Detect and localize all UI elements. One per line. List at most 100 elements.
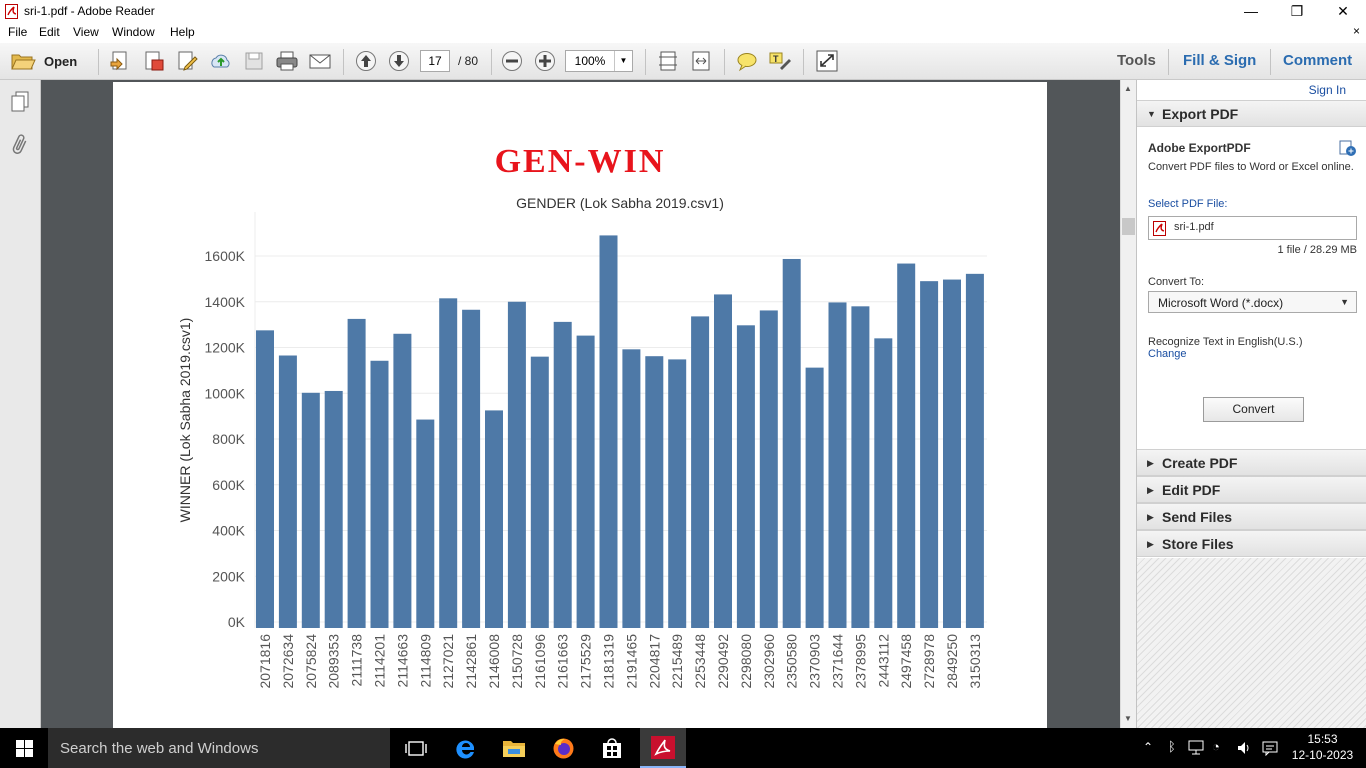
print-icon[interactable] xyxy=(275,50,299,72)
sign-in-link[interactable]: Sign In xyxy=(1308,83,1346,97)
bar[interactable] xyxy=(759,310,778,628)
bar[interactable] xyxy=(805,367,824,628)
bar[interactable] xyxy=(507,301,526,628)
x-tick-label: 2370903 xyxy=(807,634,823,689)
bar[interactable] xyxy=(485,410,503,628)
bar[interactable] xyxy=(897,263,916,628)
bar[interactable] xyxy=(553,321,572,628)
bluetooth-icon[interactable]: ᛒ xyxy=(1168,739,1176,754)
bar[interactable] xyxy=(622,349,641,628)
network-icon[interactable] xyxy=(1188,740,1204,756)
fill-sign-link[interactable]: Fill & Sign xyxy=(1183,52,1257,69)
firefox-icon[interactable] xyxy=(552,737,575,760)
full-screen-icon[interactable] xyxy=(815,50,839,72)
edit-pdf-header[interactable]: ▶ Edit PDF xyxy=(1137,476,1366,503)
scroll-up-icon[interactable]: ▲ xyxy=(1124,84,1132,93)
zoom-in-icon[interactable] xyxy=(533,50,557,72)
upload-cloud-icon[interactable] xyxy=(209,50,233,72)
close-window-button[interactable]: ✕ xyxy=(1337,3,1349,19)
export-pdf-header[interactable]: ▼ Export PDF xyxy=(1137,100,1366,127)
menu-help[interactable]: Help xyxy=(170,25,195,39)
windows-start-icon[interactable] xyxy=(16,740,33,757)
edge-browser-icon[interactable] xyxy=(455,737,477,759)
create-pdf-icon[interactable] xyxy=(109,50,133,72)
comment-link[interactable]: Comment xyxy=(1283,52,1353,69)
bar[interactable] xyxy=(691,316,710,628)
zoom-select[interactable]: 100% ▼ xyxy=(565,50,633,72)
tools-link[interactable]: Tools xyxy=(1117,52,1156,69)
fit-page-icon[interactable] xyxy=(656,50,680,72)
bar[interactable] xyxy=(439,298,458,628)
page-number-input[interactable]: 17 xyxy=(420,50,450,72)
bar[interactable] xyxy=(256,330,274,628)
open-button[interactable]: Open xyxy=(8,50,88,72)
bar[interactable] xyxy=(714,294,732,628)
create-pdf-header[interactable]: ▶ Create PDF xyxy=(1137,449,1366,476)
zoom-out-icon[interactable] xyxy=(500,50,524,72)
email-icon[interactable] xyxy=(308,50,332,72)
bar[interactable] xyxy=(736,325,755,628)
convert-button[interactable]: Convert xyxy=(1203,397,1304,422)
bar[interactable] xyxy=(920,281,939,628)
bar[interactable] xyxy=(645,356,664,628)
bar[interactable] xyxy=(278,355,297,628)
attachments-icon[interactable] xyxy=(10,134,30,158)
scroll-thumb[interactable] xyxy=(1122,218,1135,235)
clock-date: 12-10-2023 xyxy=(1291,748,1354,762)
chevron-down-icon[interactable]: ▼ xyxy=(614,51,632,71)
menu-file[interactable]: File xyxy=(8,25,28,39)
bar[interactable] xyxy=(828,302,847,628)
menu-window[interactable]: Window xyxy=(112,25,155,39)
bar[interactable] xyxy=(943,279,961,628)
save-icon[interactable] xyxy=(242,50,266,72)
restore-button[interactable]: ❐ xyxy=(1290,3,1304,19)
bar[interactable] xyxy=(416,419,435,628)
minimize-button[interactable]: — xyxy=(1244,3,1258,19)
taskbar-search-box[interactable]: Search the web and Windows xyxy=(48,728,390,768)
bar[interactable] xyxy=(668,359,687,628)
next-page-icon[interactable] xyxy=(387,50,411,72)
wifi-icon[interactable]: ◔ xyxy=(1212,739,1220,754)
send-files-header[interactable]: ▶ Send Files xyxy=(1137,503,1366,530)
previous-page-icon[interactable] xyxy=(354,50,378,72)
selected-file-box[interactable]: sri-1.pdf xyxy=(1148,216,1357,240)
bar[interactable] xyxy=(347,318,366,628)
bar[interactable] xyxy=(782,258,801,628)
bar[interactable] xyxy=(576,335,595,628)
bar[interactable] xyxy=(393,333,412,628)
file-explorer-icon[interactable] xyxy=(502,738,526,758)
store-files-header[interactable]: ▶ Store Files xyxy=(1137,530,1366,557)
bar[interactable] xyxy=(324,390,343,628)
bar[interactable] xyxy=(530,356,549,628)
volume-icon[interactable] xyxy=(1236,740,1252,756)
bar[interactable] xyxy=(462,309,481,628)
vertical-scrollbar[interactable]: ▲ ▼ xyxy=(1120,80,1136,728)
store-icon[interactable] xyxy=(601,737,623,759)
task-view-icon[interactable] xyxy=(405,741,427,756)
taskbar-clock[interactable]: 15:53 12-10-2023 xyxy=(1285,731,1360,763)
notifications-icon[interactable] xyxy=(1262,740,1278,756)
bar[interactable] xyxy=(599,235,618,628)
change-language-link[interactable]: Change xyxy=(1148,348,1187,360)
document-view[interactable]: GEN-WIN GENDER (Lok Sabha 2019.csv1) WIN… xyxy=(41,80,1120,728)
highlight-text-icon[interactable]: T xyxy=(768,50,792,72)
combine-files-icon[interactable] xyxy=(142,50,166,72)
bar[interactable] xyxy=(370,360,389,628)
page-thumbnails-icon[interactable] xyxy=(9,90,31,112)
fit-width-icon[interactable] xyxy=(689,50,713,72)
edit-document-icon[interactable] xyxy=(176,50,200,72)
bar[interactable] xyxy=(301,392,320,628)
selected-file-name: sri-1.pdf xyxy=(1174,221,1214,233)
adobe-reader-taskbar-button[interactable] xyxy=(640,728,686,768)
scroll-down-icon[interactable]: ▼ xyxy=(1124,714,1132,723)
bar[interactable] xyxy=(965,273,984,628)
bar[interactable] xyxy=(851,306,870,628)
convert-format-select[interactable]: Microsoft Word (*.docx) ▼ xyxy=(1148,291,1357,313)
sticky-note-icon[interactable] xyxy=(735,50,759,72)
close-document-button[interactable]: × xyxy=(1352,24,1360,38)
menu-view[interactable]: View xyxy=(73,25,99,39)
chevron-down-icon[interactable]: ▼ xyxy=(1340,297,1349,307)
menu-edit[interactable]: Edit xyxy=(39,25,60,39)
bar[interactable] xyxy=(874,338,893,628)
show-hidden-icons[interactable]: ⌃ xyxy=(1143,740,1154,754)
